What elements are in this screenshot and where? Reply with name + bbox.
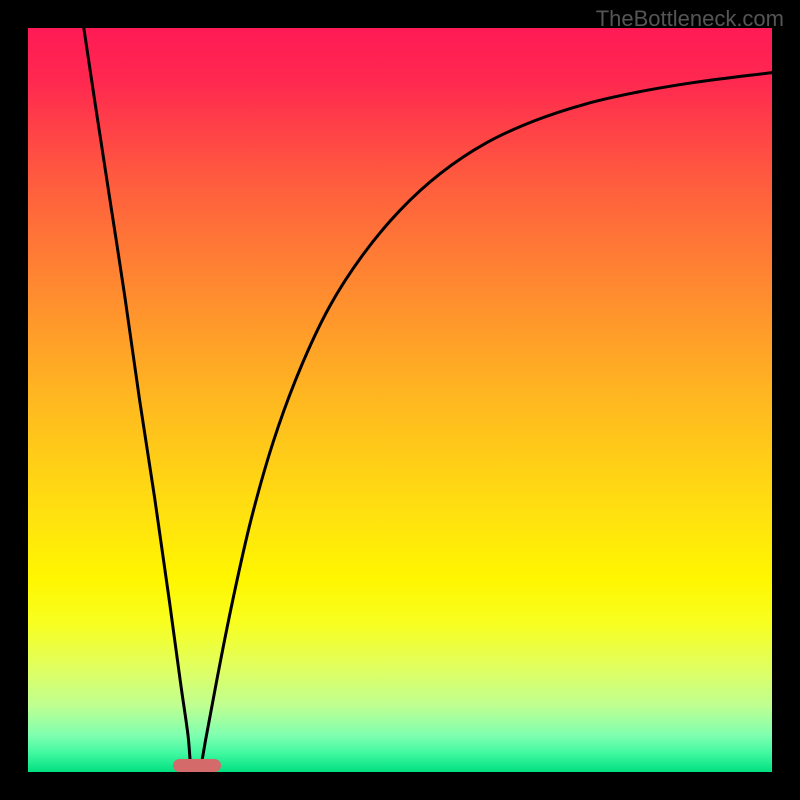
chart-curve-path [84,28,772,772]
chart-plot-area [28,28,772,772]
chart-curve [28,28,772,772]
chart-minimum-marker [173,759,221,772]
watermark-text: TheBottleneck.com [596,6,784,32]
